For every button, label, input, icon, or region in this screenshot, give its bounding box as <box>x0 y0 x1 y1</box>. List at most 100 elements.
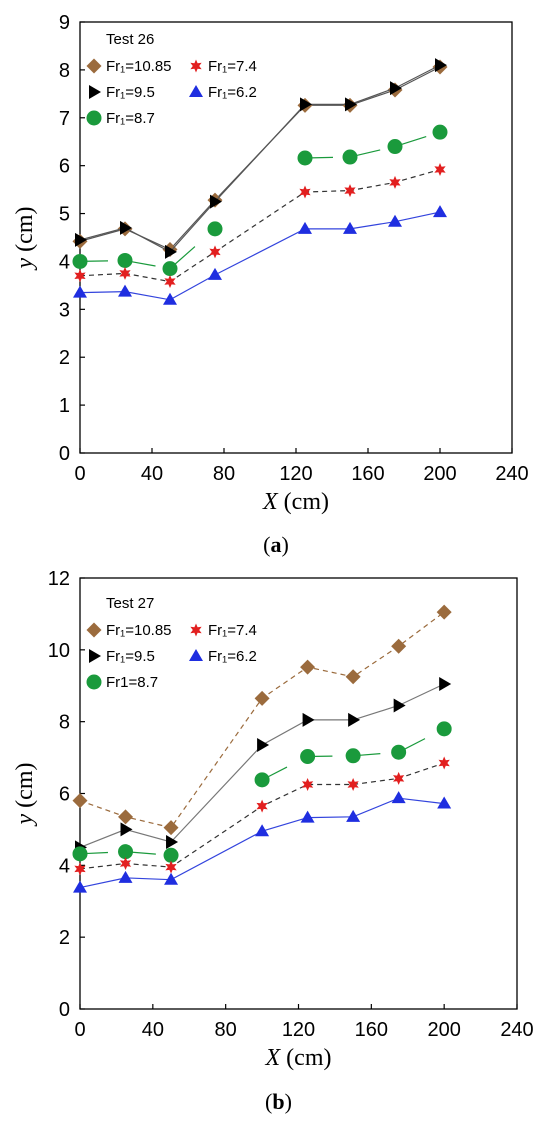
legend-marker <box>86 622 102 638</box>
x-tick-label: 0 <box>74 463 85 485</box>
legend-marker <box>86 110 102 126</box>
y-axis-title: y (cm) <box>12 207 38 271</box>
data-point <box>300 659 316 675</box>
data-point <box>390 81 402 96</box>
data-point <box>436 604 452 620</box>
series-4 <box>74 756 450 876</box>
data-point <box>391 744 407 760</box>
legend-label: Fr1=8.7 <box>106 674 158 691</box>
data-point <box>300 749 316 765</box>
y-tick-label: 2 <box>59 927 70 949</box>
chart-panel-b: 0 40 80 120 160 200 240 0 2 4 6 8 10 12 X (cm) y (cm) Te… <box>0 564 550 1128</box>
data-point <box>298 221 312 234</box>
data-point <box>346 809 361 822</box>
data-point <box>118 870 133 883</box>
legend-label: Fr₁=8.7 <box>106 110 155 127</box>
data-point <box>348 712 361 727</box>
y-tick-label: 0 <box>59 999 70 1021</box>
y-tick-label: 1 <box>59 395 70 417</box>
x-tick-label: 120 <box>279 463 312 485</box>
data-point <box>300 810 315 823</box>
data-point <box>119 857 132 871</box>
y-tick-label: 4 <box>59 251 70 273</box>
legend-title: Test 26 <box>106 31 154 48</box>
data-point <box>74 862 86 876</box>
y-tick-label: 4 <box>59 855 70 877</box>
y-tick-label: 6 <box>59 156 70 178</box>
data-point <box>436 721 452 737</box>
data-point <box>164 872 179 885</box>
data-point <box>344 184 356 198</box>
data-point <box>118 809 134 825</box>
data-point <box>74 269 86 283</box>
x-tick-label: 40 <box>142 1019 164 1041</box>
data-point <box>120 822 133 837</box>
panel-caption: (a) <box>263 532 289 557</box>
data-point <box>391 638 407 654</box>
x-tick-label: 80 <box>213 463 235 485</box>
data-point <box>72 793 88 809</box>
y-tick-label: 7 <box>59 108 70 130</box>
series-line <box>79 611 445 829</box>
data-point <box>166 834 179 849</box>
x-axis-title: X (cm) <box>262 489 329 515</box>
data-point <box>165 244 177 259</box>
data-point <box>393 771 405 785</box>
legend-label: Fr₁=6.2 <box>208 648 257 665</box>
data-point <box>343 221 357 234</box>
x-tick-label: 160 <box>351 463 384 485</box>
data-point <box>297 150 313 166</box>
data-point <box>163 847 179 863</box>
legend-label: Fr₁=10.85 <box>106 622 172 639</box>
series-line <box>304 131 441 159</box>
data-point <box>388 214 402 227</box>
data-point <box>439 676 452 691</box>
data-point <box>73 880 87 893</box>
y-tick-label: 8 <box>59 60 70 82</box>
data-point <box>208 267 222 280</box>
data-point <box>345 748 361 764</box>
y-tick-label: 0 <box>59 443 70 465</box>
series-line <box>79 762 445 870</box>
data-point <box>72 846 88 862</box>
data-point <box>162 261 178 277</box>
y-tick-label: 12 <box>48 568 70 590</box>
data-point <box>437 796 452 809</box>
data-point <box>438 756 450 770</box>
x-tick-label: 40 <box>141 463 163 485</box>
y-tick-label: 10 <box>48 640 70 662</box>
data-point <box>120 220 132 235</box>
y-tick-label: 5 <box>59 204 70 226</box>
legend-label: Fr₁=10.85 <box>106 58 172 75</box>
data-point <box>73 285 87 298</box>
legend-marker <box>89 649 101 663</box>
series-5 <box>73 205 447 305</box>
data-point <box>210 194 222 209</box>
series-line <box>79 64 441 253</box>
legend-marker <box>190 59 202 73</box>
data-point <box>207 221 223 237</box>
data-point <box>254 772 270 788</box>
data-point <box>257 738 270 753</box>
data-point <box>254 690 270 706</box>
x-tick-label: 80 <box>215 1019 237 1041</box>
data-point <box>342 149 358 165</box>
legend-marker <box>189 85 203 97</box>
legend-marker <box>86 58 102 74</box>
x-tick-label: 160 <box>355 1019 388 1041</box>
y-tick-label: 2 <box>59 347 70 369</box>
y-axis-title: y (cm) <box>12 763 38 827</box>
data-point <box>256 799 268 813</box>
legend-label: Fr₁=7.4 <box>208 622 257 639</box>
data-point <box>119 266 131 280</box>
data-point <box>393 698 406 713</box>
legend-marker <box>190 623 202 637</box>
x-axis-title: X (cm) <box>265 1045 332 1071</box>
data-point <box>164 275 176 289</box>
series-line <box>79 168 441 283</box>
data-point <box>75 232 87 247</box>
legend-label: Fr₁=9.5 <box>106 648 155 665</box>
data-point <box>387 139 403 155</box>
series-line <box>79 851 172 856</box>
data-point <box>72 253 88 269</box>
